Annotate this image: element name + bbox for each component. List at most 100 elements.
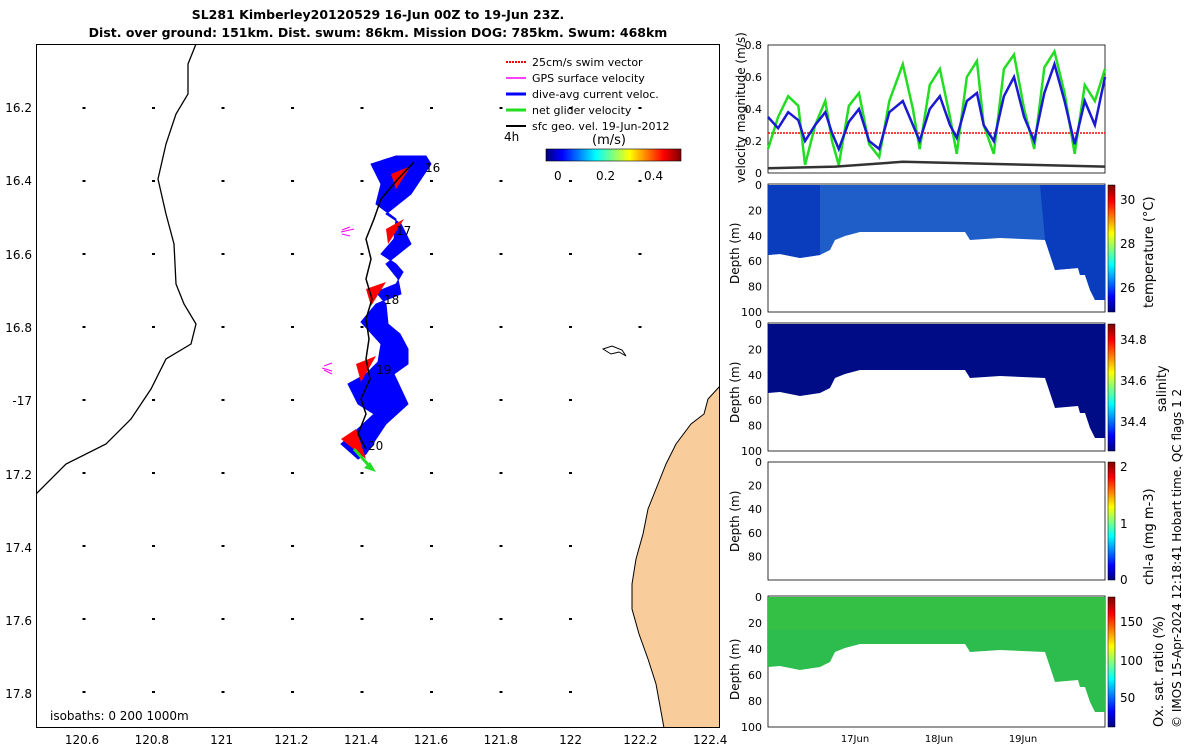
colorbar-tick: 26	[1120, 281, 1135, 295]
geo-vector	[569, 180, 572, 182]
geo-vector	[82, 472, 86, 474]
day-label: 16	[425, 161, 440, 175]
velocity-series	[767, 160, 1106, 170]
isobaths-label: isobaths: 0 200 1000m	[50, 709, 189, 723]
day-label: 18	[384, 293, 399, 307]
y-tick-label: 17.4	[5, 540, 32, 555]
geo-vector	[499, 399, 503, 401]
salinity-colorbar	[1107, 323, 1116, 452]
depth-tick: 80	[748, 281, 762, 294]
geo-vector	[291, 399, 294, 401]
colorbar-tick: 0.4	[644, 169, 663, 183]
y-tick-label: 16.4	[5, 174, 32, 189]
geo-vector	[221, 107, 225, 109]
depth-tick: 40	[748, 369, 762, 382]
geo-vector	[152, 618, 155, 620]
geo-vector	[430, 107, 433, 109]
geo-vector	[360, 180, 364, 182]
geo-vector	[221, 326, 225, 328]
geo-vector	[638, 326, 642, 328]
chart-title-line1: SL281 Kimberley20120529 16-Jun 00Z to 19…	[191, 7, 565, 22]
geo-vector	[152, 107, 155, 109]
temperature-field	[768, 185, 1105, 300]
geo-vector	[82, 618, 86, 620]
colorbar-tick: 1	[1120, 517, 1128, 531]
geo-vector	[430, 326, 433, 328]
temperature-label: temperature (°C)	[1142, 196, 1157, 308]
geo-vector	[152, 472, 155, 474]
geo-vector	[499, 618, 503, 620]
geo-vector	[221, 545, 225, 547]
depth-ylabel: Depth (m)	[728, 490, 742, 552]
depth-tick: 0	[755, 591, 762, 604]
y-tick-label: 16.2	[5, 101, 32, 115]
chl-label: chl-a (mg m-3)	[1142, 488, 1157, 585]
geo-vector	[291, 691, 294, 693]
depth-ylabel: Depth (m)	[728, 361, 742, 423]
depth-tick: 60	[748, 255, 762, 268]
y-tick-label: 16.6	[5, 247, 32, 262]
geo-vector	[82, 253, 86, 255]
geo-vector	[499, 253, 503, 255]
geo-vector	[360, 253, 364, 255]
geo-vector	[499, 180, 503, 182]
geo-vector	[152, 545, 155, 547]
day-label: 20	[368, 439, 383, 453]
y-tick-label: 17.2	[5, 467, 32, 482]
oxygen-surface-band	[768, 597, 1105, 630]
geo-vector	[152, 399, 155, 401]
isobath-line	[36, 44, 197, 495]
geo-vector	[569, 253, 572, 255]
geo-vector	[221, 472, 225, 474]
chl-panel	[767, 461, 1106, 581]
salinity-field	[768, 324, 1105, 438]
x-tick-label: 121.8	[483, 733, 518, 747]
x-tick-label: 120.8	[134, 733, 169, 747]
geo-vector	[82, 691, 86, 693]
x-tick-label: 121	[210, 733, 234, 747]
geo-vector	[152, 180, 155, 182]
geo-vector	[430, 180, 433, 182]
geo-vector	[569, 472, 572, 474]
colorbar-tick: 0	[554, 169, 562, 183]
geo-vector	[569, 618, 572, 620]
geo-vector	[569, 691, 572, 693]
map-legend: 25cm/s swim vector GPS surface velocity …	[504, 56, 669, 148]
geo-vector	[221, 253, 225, 255]
x-tick-label: 120.6	[64, 733, 100, 747]
depth-tick: 60	[748, 394, 762, 407]
depth-tick: 40	[748, 503, 762, 516]
depth-tick: 80	[748, 550, 762, 563]
depth-tick: 100	[741, 306, 762, 319]
y-tick-label: 16.8	[5, 320, 32, 335]
net-velocity-arrowhead	[364, 462, 376, 472]
velocity-y-tick: 0.6	[745, 71, 763, 84]
depth-ticks: 0204060801000204060801000204060800204060…	[741, 179, 762, 734]
colorbar-tick: 0.2	[596, 169, 615, 183]
y-tick-label: -17	[12, 394, 32, 409]
day-label: 17	[396, 224, 411, 238]
geo-vector	[82, 399, 86, 401]
velocity-ylabel: velocity magnitude (m/s)	[734, 32, 748, 183]
legend-entry: sfc geo. vel. 19-Jun-2012	[532, 120, 669, 133]
glider-track-line	[357, 161, 415, 450]
geo-vector	[430, 472, 433, 474]
geo-vector	[291, 618, 294, 620]
date-tick: 18Jun	[925, 734, 953, 745]
geo-vector	[499, 545, 503, 547]
y-tick-label: 17.8	[5, 687, 32, 702]
geo-vector	[291, 180, 294, 182]
geo-vector	[569, 326, 572, 328]
geo-vector	[291, 107, 294, 109]
geo-vector	[430, 399, 433, 401]
footer-text: © IMOS 15-Apr-2024 12:18:41 Hobart time.…	[1170, 388, 1184, 728]
geo-vector	[499, 472, 503, 474]
depth-tick: 0	[755, 179, 762, 192]
day-label: 19	[376, 363, 391, 377]
depth-tick: 40	[748, 643, 762, 656]
chart-title-line2: Dist. over ground: 151km. Dist. swum: 86…	[88, 25, 668, 40]
y-tick-label: 17.6	[5, 614, 32, 629]
x-tick-label: 122	[559, 733, 583, 747]
geo-vector	[82, 180, 86, 182]
